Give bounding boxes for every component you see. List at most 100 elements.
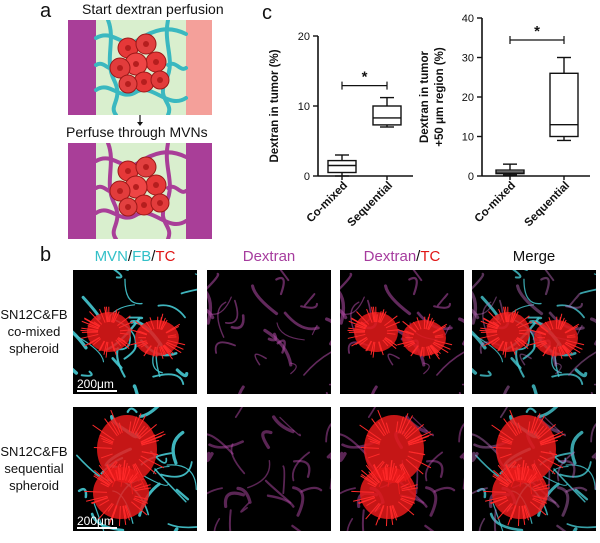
spheroid-strand	[400, 497, 416, 504]
spheroid-strand	[123, 463, 128, 481]
spheroid-strand	[125, 468, 131, 481]
spheroid-strand	[366, 499, 377, 507]
spheroid-strand	[348, 327, 366, 331]
spheroid-strand	[105, 341, 109, 358]
spheroid-strand	[530, 416, 536, 433]
vessel-line	[361, 509, 365, 531]
spheroid-strand	[405, 458, 424, 475]
spheroid-strand	[493, 469, 511, 485]
spheroid-strand	[401, 484, 418, 490]
spheroid-strand	[135, 320, 150, 333]
vessel-line	[525, 407, 537, 414]
chart-area: 0 10 20 Dextran in tumor (%) Co-mixed Sequent…	[262, 0, 598, 240]
spheroid-strand	[522, 505, 526, 520]
vessel-line	[537, 407, 559, 418]
spheroid-strand	[116, 338, 124, 345]
vessel-line	[77, 487, 88, 499]
vessel-line	[128, 316, 144, 320]
spheroid-strand	[105, 306, 109, 323]
spheroid-strand	[347, 329, 366, 332]
spheroid-strand	[500, 437, 513, 444]
spheroid-strand	[400, 330, 414, 336]
vessel-line	[590, 391, 594, 394]
row-label-line: sequential	[4, 461, 64, 476]
vessel-line	[236, 486, 252, 504]
spheroid-strand	[133, 497, 149, 504]
vessel-line	[340, 433, 367, 455]
vessel-line	[283, 311, 320, 331]
row-label-line: SN12C&FB	[0, 307, 68, 322]
title-part: /	[127, 248, 133, 265]
vessel-line	[223, 491, 245, 509]
spheroid-strand	[384, 315, 398, 326]
spheroid-strand	[359, 338, 369, 346]
y-axis-label-1-0: Dextran in tumor	[419, 50, 431, 143]
spheroid-strand	[533, 495, 547, 500]
spheroid-strand	[396, 471, 406, 484]
spheroid-strand	[407, 342, 416, 348]
vessel-line	[568, 293, 581, 307]
spheroid-strand	[536, 427, 548, 438]
spheroid-strand	[115, 339, 122, 347]
spheroid-strand	[515, 338, 523, 345]
title-part: TC	[420, 248, 441, 265]
spheroid-strand	[384, 466, 388, 481]
vessel-line	[593, 273, 596, 276]
vessel-line	[340, 487, 356, 495]
spheroid-strand	[141, 439, 159, 446]
spheroid-strand	[405, 330, 415, 335]
spheroid-strand	[367, 482, 376, 488]
spheroid-strand	[492, 447, 512, 449]
spheroid-strand	[492, 321, 500, 327]
spheroid-strand	[412, 345, 419, 353]
vessel-line	[90, 512, 125, 531]
spheroid-strand	[161, 345, 166, 354]
micrograph-drawing	[207, 407, 331, 531]
vessel-line	[230, 443, 246, 475]
spheroid-strand	[134, 484, 151, 490]
spheroid-strand	[523, 505, 530, 521]
vessel-line	[519, 353, 532, 366]
category-label-1-1: Sequential	[523, 180, 573, 230]
tumor-spheroid	[93, 467, 149, 519]
title-part: FB	[132, 248, 152, 265]
spheroid-strand	[136, 341, 148, 348]
spheroid-strand	[378, 309, 385, 323]
spheroid-strand	[118, 321, 133, 329]
spheroid-strand	[131, 416, 137, 433]
spheroid-strand	[115, 469, 119, 481]
spheroid-strand	[378, 505, 385, 520]
vessel-line	[340, 272, 353, 290]
vessel-line	[214, 341, 236, 354]
row-label-line: SN12C&FB	[0, 444, 68, 459]
spheroid-strand	[408, 451, 426, 456]
vessel-line	[153, 466, 170, 474]
vessel-line	[116, 347, 126, 378]
vessel-line	[522, 343, 536, 360]
mvn-fb-tc-image-row2: 200μm	[73, 407, 197, 531]
vessel-line	[502, 385, 510, 394]
spheroid-strand	[402, 320, 417, 333]
spheroid-strand	[565, 341, 572, 346]
vessel-line	[478, 518, 486, 531]
vessel-line	[433, 486, 456, 493]
vessel-line	[574, 488, 589, 501]
spheroid-strand	[382, 469, 386, 481]
vessel-line	[217, 301, 227, 338]
spheroid-strand	[395, 421, 399, 433]
vessel-line	[425, 486, 438, 517]
spheroid-strand	[432, 342, 449, 354]
spheroid-strand	[153, 346, 157, 357]
spheroid-strand	[533, 487, 550, 492]
spheroid-strand	[163, 344, 172, 354]
y-tick-label-1-2: 20	[462, 92, 474, 104]
spheroid-strand	[88, 337, 101, 346]
vessel-line	[531, 384, 538, 394]
spheroid-strand	[118, 422, 123, 434]
spheroid-strand	[140, 455, 165, 469]
vessel-line	[325, 391, 329, 394]
y-tick-label-1-4: 40	[462, 13, 474, 25]
vessel-line	[123, 343, 137, 360]
spheroid-strand	[490, 497, 508, 505]
spheroid-strand	[371, 418, 385, 437]
